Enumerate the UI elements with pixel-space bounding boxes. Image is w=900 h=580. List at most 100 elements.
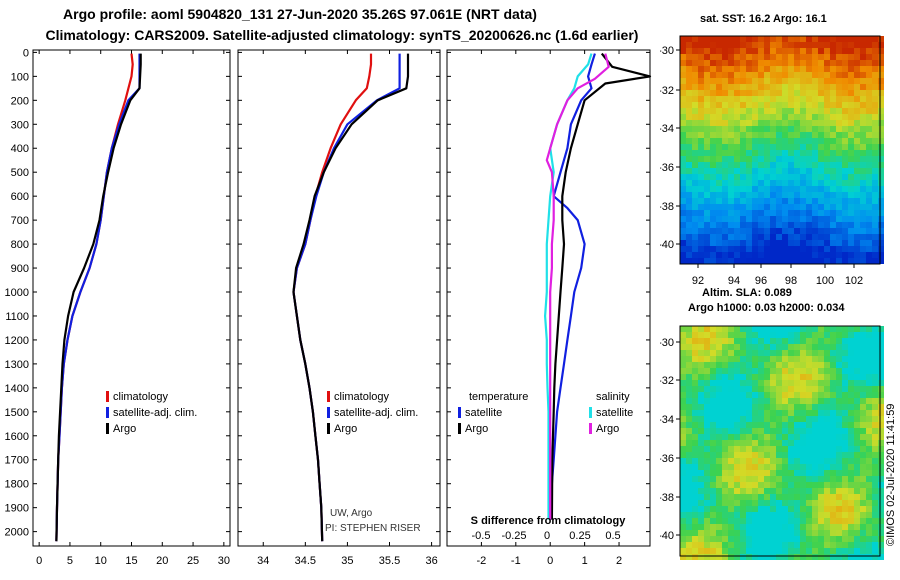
lat-tick-label: -38 [660, 201, 674, 213]
map-cell [680, 204, 686, 210]
map-cell [686, 398, 692, 404]
map-cell [776, 392, 782, 398]
map-cell [878, 392, 884, 398]
map-cell [794, 90, 800, 96]
map-cell [836, 216, 842, 222]
map-cell [860, 174, 866, 180]
map-cell [794, 410, 800, 416]
map-cell [824, 422, 830, 428]
map-cell [722, 350, 728, 356]
map-cell [746, 458, 752, 464]
map-cell [740, 174, 746, 180]
map-cell [680, 90, 686, 96]
map-cell [848, 512, 854, 518]
map-cell [836, 332, 842, 338]
map-cell [812, 210, 818, 216]
map-cell [734, 482, 740, 488]
map-cell [842, 174, 848, 180]
map-cell [722, 72, 728, 78]
map-cell [878, 368, 884, 374]
map-cell [710, 78, 716, 84]
map-cell [860, 416, 866, 422]
map-cell [692, 524, 698, 530]
map-cell [740, 54, 746, 60]
map-cell [800, 48, 806, 54]
map-cell [764, 422, 770, 428]
sla-map-subtitle: Argo h1000: 0.03 h2000: 0.034 [688, 302, 845, 314]
map-cell [818, 506, 824, 512]
map-cell [812, 428, 818, 434]
map-cell [680, 120, 686, 126]
map-cell [866, 228, 872, 234]
map-cell [818, 252, 824, 258]
map-cell [716, 356, 722, 362]
map-cell [710, 494, 716, 500]
map-cell [860, 228, 866, 234]
map-cell [680, 344, 686, 350]
map-cell [686, 198, 692, 204]
map-cell [782, 428, 788, 434]
map-cell [722, 78, 728, 84]
map-cell [794, 258, 800, 264]
map-cell [830, 356, 836, 362]
map-cell [746, 326, 752, 332]
map-cell [842, 548, 848, 554]
map-cell [782, 350, 788, 356]
map-cell [872, 234, 878, 240]
map-cell [686, 470, 692, 476]
map-cell [740, 252, 746, 258]
map-cell [806, 470, 812, 476]
map-cell [854, 120, 860, 126]
map-cell [824, 48, 830, 54]
map-cell [710, 458, 716, 464]
map-cell [764, 338, 770, 344]
map-cell [800, 368, 806, 374]
map-cell [704, 252, 710, 258]
map-cell [722, 36, 728, 42]
map-cell [746, 482, 752, 488]
map-cell [860, 536, 866, 542]
map-cell [830, 434, 836, 440]
map-cell [710, 120, 716, 126]
map-cell [812, 60, 818, 66]
map-cell [812, 488, 818, 494]
map-cell [710, 500, 716, 506]
map-cell [836, 168, 842, 174]
map-cell [770, 434, 776, 440]
map-cell [860, 240, 866, 246]
map-cell [806, 240, 812, 246]
map-cell [710, 506, 716, 512]
x-tick-label: -2 [477, 555, 487, 567]
map-cell [818, 156, 824, 162]
map-cell [692, 120, 698, 126]
map-cell [788, 386, 794, 392]
map-cell [872, 368, 878, 374]
map-cell [776, 252, 782, 258]
y-tick-label: 1500 [5, 407, 29, 419]
map-cell [836, 518, 842, 524]
map-cell [872, 102, 878, 108]
map-cell [716, 494, 722, 500]
map-cell [860, 102, 866, 108]
map-cell [782, 210, 788, 216]
map-cell [824, 162, 830, 168]
map-cell [728, 542, 734, 548]
map-cell [866, 90, 872, 96]
map-cell [854, 192, 860, 198]
map-cell [728, 332, 734, 338]
map-cell [704, 548, 710, 554]
map-cell [698, 338, 704, 344]
map-cell [830, 542, 836, 548]
map-cell [710, 524, 716, 530]
map-cell [812, 434, 818, 440]
map-cell [872, 258, 878, 264]
map-cell [710, 554, 716, 560]
map-cell [728, 90, 734, 96]
map-cell [842, 368, 848, 374]
map-cell [680, 428, 686, 434]
map-cell [824, 416, 830, 422]
map-cell [704, 132, 710, 138]
map-cell [800, 488, 806, 494]
map-cell [770, 470, 776, 476]
map-cell [776, 416, 782, 422]
